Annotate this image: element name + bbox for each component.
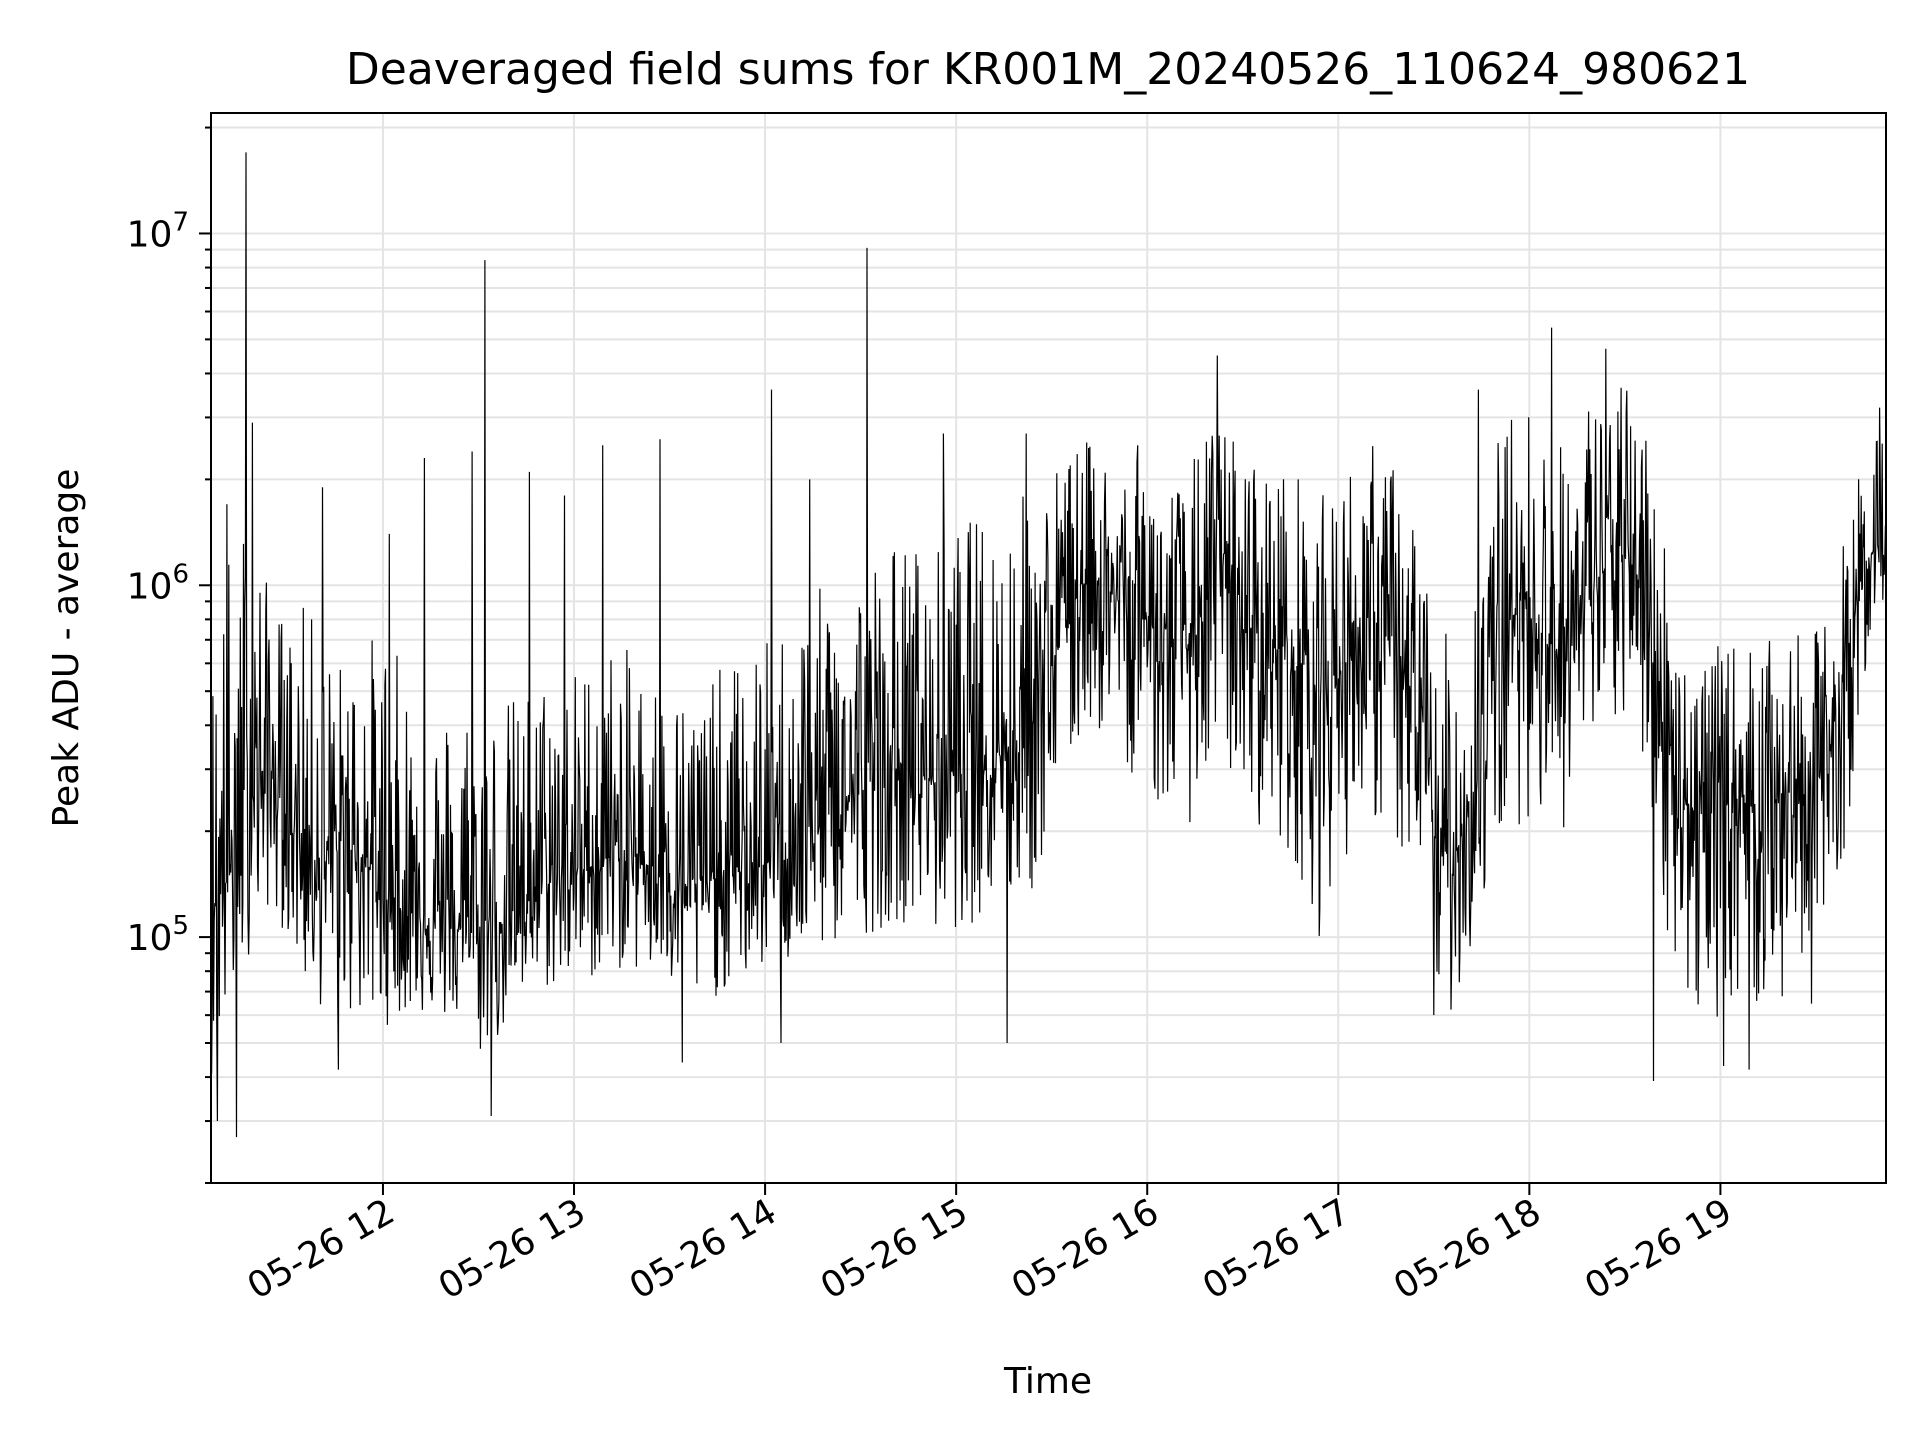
y-tick-label: 105: [127, 911, 189, 959]
y-tick-label: 107: [127, 207, 189, 255]
y-axis: 105 106 107: [127, 126, 211, 1184]
y-tick-label: 106: [127, 559, 189, 607]
chart-title: Deaveraged field sums for KR001M_2024052…: [346, 44, 1750, 95]
plot-frame: [210, 112, 1887, 1184]
x-axis-label: Time: [1003, 1361, 1092, 1402]
y-axis-label: Peak ADU - average: [46, 469, 87, 828]
series-line: [211, 152, 1886, 1138]
data-line: [211, 152, 1886, 1138]
